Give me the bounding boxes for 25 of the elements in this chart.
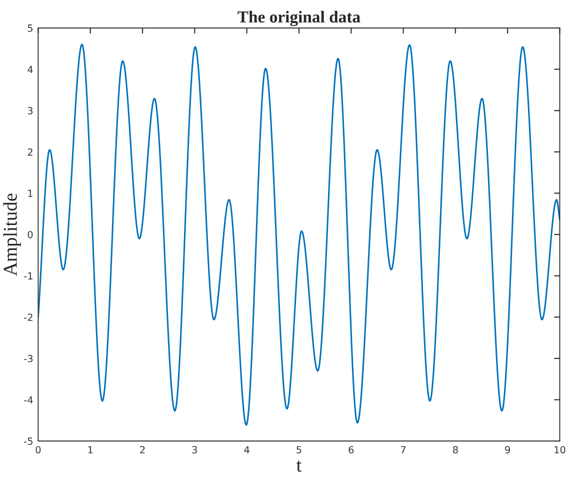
y-tick-label: 1 — [28, 190, 32, 197]
y-tick-label: -4 — [24, 396, 33, 404]
x-tick-label: 10 — [554, 446, 566, 454]
y-tick-label: -2 — [24, 314, 32, 321]
y-tick-label: 5 — [28, 24, 32, 32]
y-tick-label: 3 — [28, 107, 33, 114]
y-tick-label: -5 — [24, 438, 32, 445]
y-axis-title: Amplitude — [3, 194, 21, 276]
y-tick-label: -1 — [24, 272, 32, 280]
y-tick-label: 0 — [28, 230, 33, 238]
x-tick-label: 6 — [348, 446, 354, 454]
x-tick-label: 8 — [452, 446, 458, 454]
y-tick-label: 4 — [28, 66, 33, 73]
x-tick-label: 3 — [192, 446, 197, 454]
x-axis-title: t — [296, 460, 302, 472]
x-tick-label: 1 — [88, 446, 93, 454]
y-tick-label: -3 — [24, 354, 33, 362]
chart-title: The original data — [238, 10, 360, 26]
x-tick-label: 9 — [505, 446, 510, 454]
y-tick-label: 2 — [28, 148, 32, 156]
x-tick-label: 0 — [36, 446, 41, 454]
x-tick-label: 4 — [244, 446, 250, 454]
x-tick-label: 5 — [296, 446, 302, 454]
x-tick-label: 2 — [140, 446, 145, 454]
x-tick-label: 7 — [400, 446, 406, 454]
